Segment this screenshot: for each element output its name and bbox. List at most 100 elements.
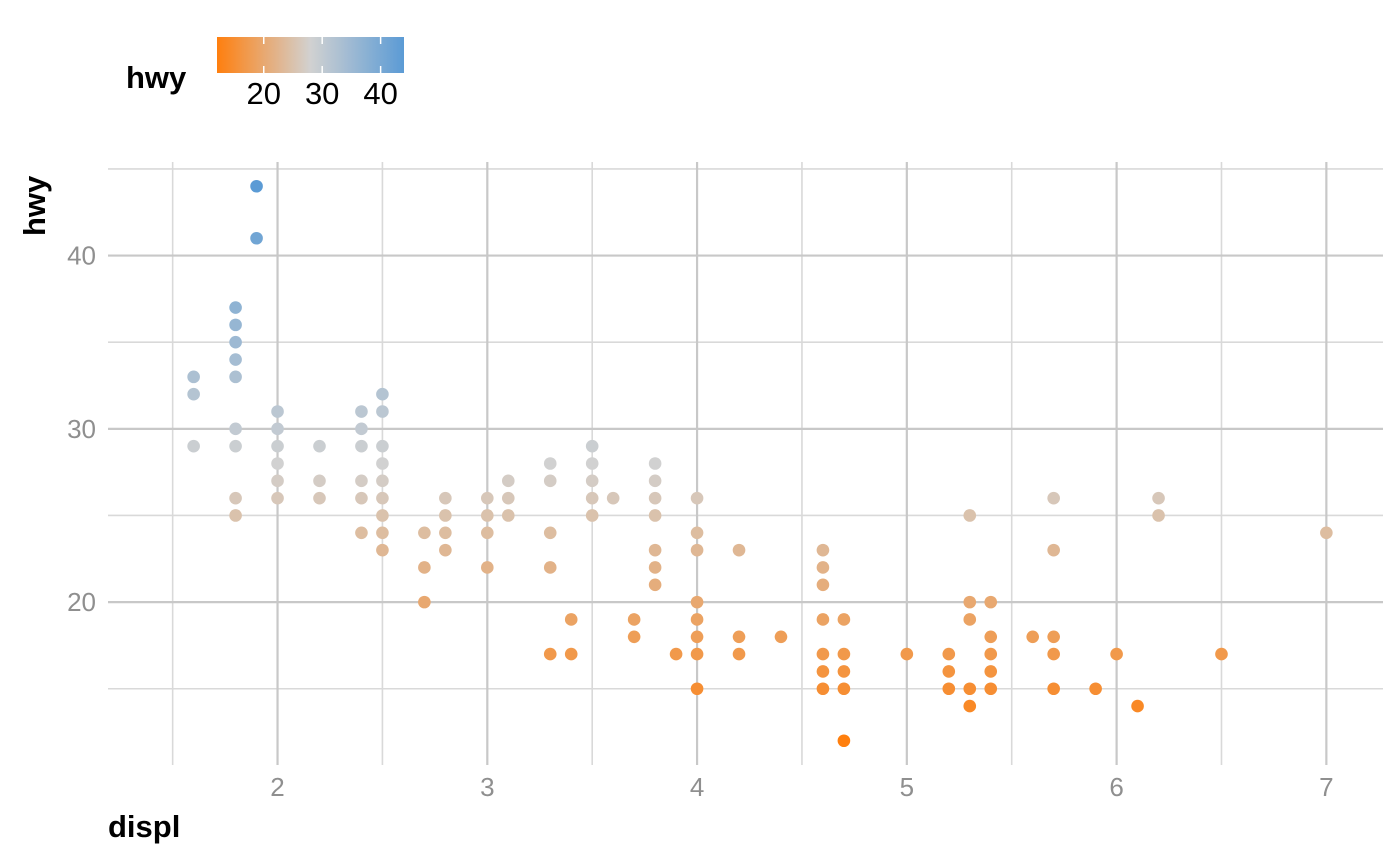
data-point xyxy=(355,405,368,418)
data-point xyxy=(250,231,263,245)
y-axis-tick-labels: 20 30 40 xyxy=(67,241,96,618)
data-point xyxy=(837,665,851,678)
y-tick-label: 40 xyxy=(67,241,96,271)
data-point xyxy=(355,422,368,436)
data-point xyxy=(816,682,830,696)
data-point xyxy=(1152,491,1165,505)
data-point xyxy=(816,613,830,626)
data-point xyxy=(585,439,599,453)
data-point xyxy=(1047,491,1060,505)
data-point xyxy=(229,509,242,522)
data-point xyxy=(271,474,284,488)
data-point xyxy=(187,370,200,384)
data-point xyxy=(585,457,599,470)
data-point xyxy=(543,526,557,540)
data-point xyxy=(501,491,515,505)
data-point xyxy=(564,647,578,661)
data-point xyxy=(648,457,662,470)
data-point xyxy=(313,491,326,505)
data-point xyxy=(439,509,452,522)
data-point xyxy=(942,665,956,678)
data-point xyxy=(1215,647,1228,661)
plot-area: 2 3 4 5 6 7 20 30 40 xyxy=(67,162,1383,802)
legend-title: hwy xyxy=(126,60,187,95)
data-point xyxy=(606,491,620,505)
legend-tick-label: 30 xyxy=(305,76,339,111)
data-point xyxy=(481,561,494,574)
data-point xyxy=(250,179,263,193)
data-point xyxy=(627,630,641,644)
data-point xyxy=(355,439,368,453)
data-point xyxy=(439,491,452,505)
legend-ticks xyxy=(263,37,382,73)
data-point xyxy=(481,491,494,505)
data-point xyxy=(690,526,704,540)
data-point xyxy=(564,613,578,626)
data-points xyxy=(187,179,1333,748)
data-point xyxy=(963,699,977,713)
data-point xyxy=(585,491,599,505)
data-point xyxy=(837,613,851,626)
data-point xyxy=(1047,682,1060,696)
data-point xyxy=(1320,526,1333,540)
data-point xyxy=(501,474,515,488)
data-point xyxy=(732,647,746,661)
data-point xyxy=(690,595,704,609)
data-point xyxy=(313,439,326,453)
legend-colorbar xyxy=(217,37,404,73)
data-point xyxy=(481,509,494,522)
data-point xyxy=(963,595,977,609)
data-point xyxy=(1047,543,1060,557)
y-tick-label: 30 xyxy=(67,414,96,444)
data-point xyxy=(585,474,599,488)
y-tick-label: 20 xyxy=(67,587,96,617)
x-tick-label: 6 xyxy=(1109,772,1123,802)
data-point xyxy=(816,665,830,678)
data-point xyxy=(984,595,998,609)
data-point xyxy=(418,561,431,574)
x-tick-label: 3 xyxy=(480,772,494,802)
data-point xyxy=(229,370,242,384)
x-tick-label: 4 xyxy=(690,772,704,802)
data-point xyxy=(229,318,242,332)
data-point xyxy=(900,647,914,661)
data-point xyxy=(418,595,431,609)
data-point xyxy=(837,734,851,748)
data-point xyxy=(648,509,662,522)
data-point xyxy=(229,491,242,505)
data-point xyxy=(418,526,431,540)
data-point xyxy=(690,613,704,626)
data-point xyxy=(648,491,662,505)
data-point xyxy=(690,682,704,696)
data-point xyxy=(648,543,662,557)
data-point xyxy=(376,387,389,401)
data-point xyxy=(376,474,389,488)
legend-tick-labels: 20 30 40 xyxy=(247,76,398,111)
data-point xyxy=(1026,630,1039,644)
gridlines xyxy=(108,162,1383,765)
data-point xyxy=(376,457,389,470)
data-point xyxy=(501,509,515,522)
data-point xyxy=(376,526,389,540)
data-point xyxy=(648,578,662,592)
data-point xyxy=(984,647,998,661)
data-point xyxy=(439,526,452,540)
data-point xyxy=(942,647,956,661)
data-point xyxy=(690,647,704,661)
data-point xyxy=(271,457,284,470)
data-point xyxy=(376,439,389,453)
data-point xyxy=(229,335,242,349)
data-point xyxy=(481,526,494,540)
data-point xyxy=(669,647,683,661)
data-point xyxy=(1152,509,1165,522)
data-point xyxy=(439,543,452,557)
data-point xyxy=(963,613,977,626)
data-point xyxy=(271,422,284,436)
data-point xyxy=(963,509,977,522)
data-point xyxy=(984,665,998,678)
data-point xyxy=(229,422,242,436)
data-point xyxy=(963,682,977,696)
data-point xyxy=(1110,647,1123,661)
data-point xyxy=(690,630,704,644)
